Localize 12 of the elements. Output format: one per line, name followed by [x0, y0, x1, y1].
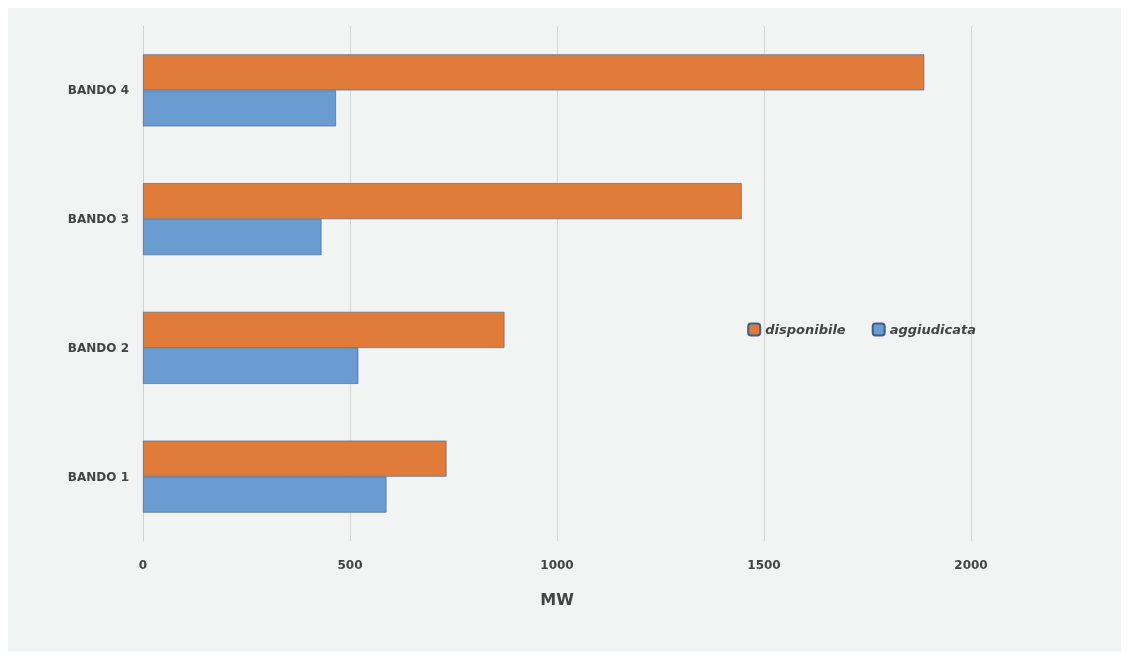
x-tick-label: 0 — [138, 558, 148, 572]
y-tick-label: BANDO 4 — [67, 83, 129, 98]
x-tick-label: 1000 — [540, 558, 574, 572]
x-tick-label: 500 — [337, 558, 363, 572]
y-tick-label: BANDO 2 — [67, 340, 129, 355]
legend-label: aggiudicata — [889, 322, 977, 337]
x-axis-title: MW — [540, 589, 575, 609]
y-tick-label: BANDO 1 — [67, 469, 129, 484]
legend-label: disponibile — [765, 322, 846, 337]
y-tick-label: BANDO 3 — [67, 212, 129, 227]
x-tick-label: 2000 — [954, 558, 988, 572]
x-tick-label: 1500 — [747, 558, 781, 572]
